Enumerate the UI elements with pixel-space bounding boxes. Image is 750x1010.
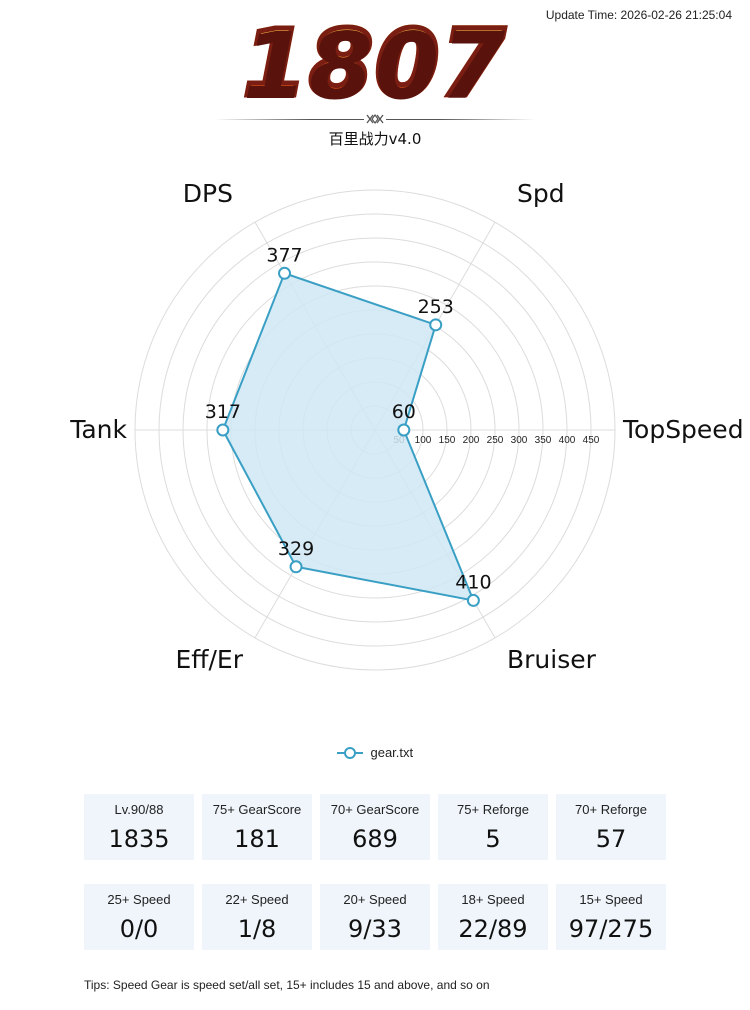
radar-tick-label: 300 [511,435,528,446]
gear-score: 1807 [0,11,750,116]
stat-label: 15+ Speed [579,892,643,907]
radar-tick-label: 450 [583,435,600,446]
radar-data-label: 60 [392,401,416,423]
stat-label: 22+ Speed [225,892,289,907]
stat-value: 22/89 [458,915,528,943]
radar-data-point [429,318,443,332]
radar-chart: 5010015020025030035040045025360410329317… [69,179,744,674]
tips-text: Tips: Speed Gear is speed set/all set, 1… [84,978,490,992]
radar-tick-label: 150 [439,435,456,446]
stat-card: Lv.90/88 1835 [84,794,194,860]
stat-label: 20+ Speed [343,892,407,907]
stat-label: 70+ Reforge [575,802,647,817]
stat-label: Lv.90/88 [114,802,164,817]
radar-tick-label: 400 [559,435,576,446]
stat-card: 75+ Reforge 5 [438,794,548,860]
stat-value: 97/275 [568,915,654,943]
radar-axis-label: Tank [69,415,127,444]
stat-label: 75+ Reforge [457,802,529,817]
stat-value: 689 [352,825,398,853]
radar-tick-label: 200 [463,435,480,446]
radar-data-label: 317 [205,401,241,423]
stat-card: 22+ Speed 1/8 [202,884,312,950]
stat-value: 1835 [108,825,170,853]
radar-data-point [466,593,480,607]
gear-score-value: 1807 [240,10,508,117]
radar-data-label: 329 [278,538,314,560]
app-subtitle: 百里战力v4.0 [328,130,422,148]
radar-tick-label: 100 [415,435,432,446]
legend-series-marker-icon [336,746,363,759]
stat-value: 5 [485,825,501,853]
radar-tick-label: 250 [487,435,504,446]
update-time: Update Time: 2026-02-26 21:25:04 [545,8,732,22]
stat-label: 70+ GearScore [330,802,420,817]
stat-label: 18+ Speed [461,892,525,907]
radar-data-point [216,423,230,437]
radar-axis-label: TopSpeed [622,415,744,444]
stat-card: 70+ Reforge 57 [556,794,666,860]
stat-card: 15+ Speed 97/275 [556,884,666,950]
stat-card: 75+ GearScore 181 [202,794,312,860]
radar-data-label: 410 [455,571,491,593]
stat-value: 181 [234,825,280,853]
radar-axis-label: DPS [183,179,233,208]
stat-value: 57 [595,825,627,853]
radar-tick-label: 350 [535,435,552,446]
legend-series-label: gear.txt [370,745,414,761]
chart-legend[interactable]: gear.txt [0,744,750,760]
radar-axis-label: Spd [517,179,565,208]
radar-data-label: 377 [266,244,302,266]
radar-data-point [289,560,303,574]
stat-card: 20+ Speed 9/33 [320,884,430,950]
radar-data-point [397,423,411,437]
radar-data-point [278,266,292,280]
radar-data-label: 253 [418,296,454,318]
radar-axis-label: Bruiser [507,645,597,674]
divider-ornament-icon [364,114,386,124]
stat-value: 9/33 [348,915,402,943]
stat-label: 75+ GearScore [212,802,302,817]
stat-value: 1/8 [237,915,277,943]
stat-label: 25+ Speed [107,892,171,907]
stat-card: 70+ GearScore 689 [320,794,430,860]
stat-card: 25+ Speed 0/0 [84,884,194,950]
stats-grid: Lv.90/88 1835 75+ GearScore 181 70+ GearSc… [84,794,666,950]
radar-axis-label: Eff/Er [175,645,243,674]
stat-value: 0/0 [119,915,159,943]
stat-card: 18+ Speed 22/89 [438,884,548,950]
